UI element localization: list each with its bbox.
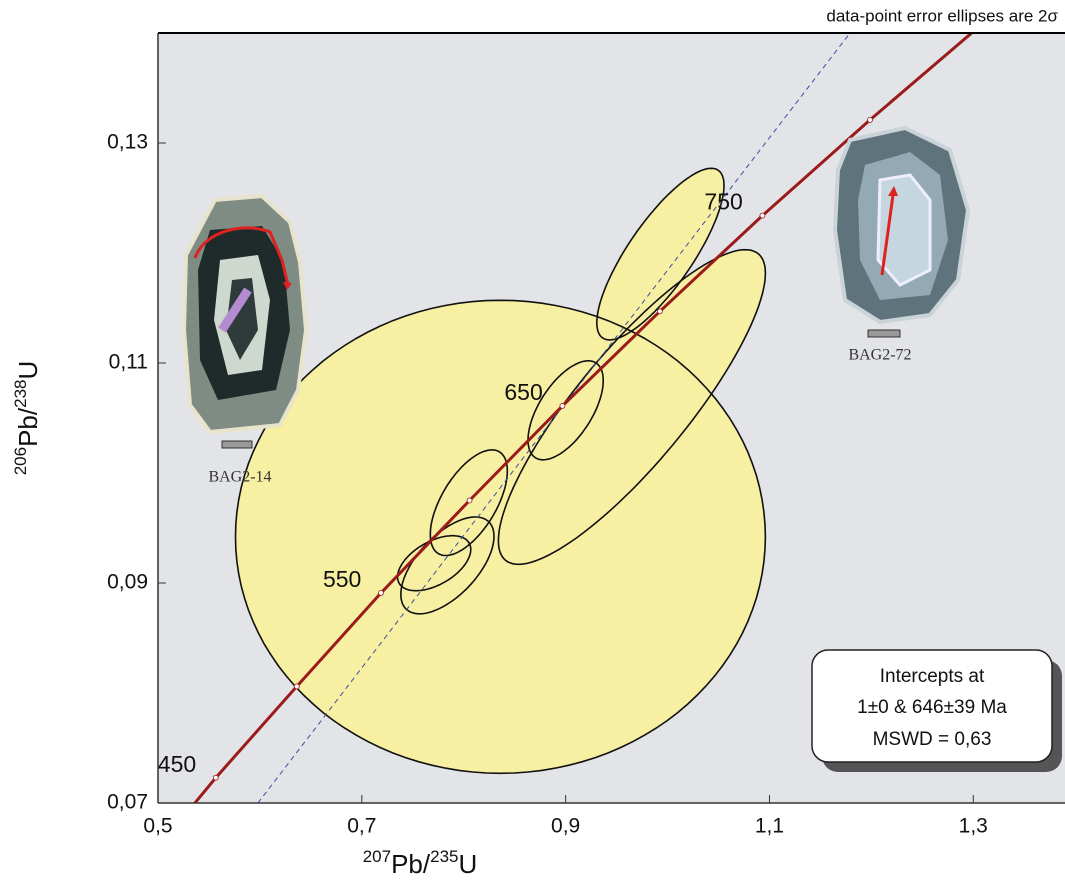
age-marker [138, 867, 143, 872]
grain-label: BAG2-14 [208, 469, 271, 486]
box-line: 1±0 & 646±39 Ma [857, 697, 1007, 718]
age-marker [657, 309, 662, 314]
x-tick-label: 0,5 [143, 815, 172, 838]
label-part: Pb/ [391, 849, 431, 879]
age-marker [560, 403, 565, 408]
age-marker [378, 590, 383, 595]
x-tick-label: 1,3 [959, 815, 988, 838]
x-axis-label: 207Pb/235U [363, 847, 478, 878]
y-tick-label: 0,09 [107, 571, 148, 594]
age-marker [868, 117, 873, 122]
label-part: U [13, 361, 43, 380]
y-tick-label: 0,13 [107, 131, 148, 154]
age-label: 750 [704, 189, 742, 215]
y-tick-label: 0,11 [109, 351, 148, 374]
label-part: 207 [363, 847, 391, 866]
x-tick-label: 0,7 [347, 815, 376, 838]
box-line: Intercepts at [880, 666, 985, 687]
intercept-box: Intercepts at 1±0 & 646±39 Ma MSWD = 0,6… [812, 650, 1062, 772]
age-marker [760, 213, 765, 218]
y-tick-label: 0,07 [107, 791, 148, 814]
age-label: 550 [323, 566, 361, 592]
note: data-point error ellipses are 2σ [826, 6, 1058, 25]
label-part: 235 [430, 847, 458, 866]
box-line: MSWD = 0,63 [873, 729, 992, 750]
label-part: U [459, 849, 478, 879]
label-part: 238 [11, 380, 30, 408]
x-tick-label: 0,9 [551, 815, 580, 838]
x-tick-label: 1,1 [755, 815, 784, 838]
age-label: 450 [158, 751, 196, 777]
chart: 450 550 650 750 data-point error ellipses a… [0, 0, 1065, 885]
age-marker [467, 498, 472, 503]
age-marker [213, 775, 218, 780]
label-part: Pb/ [13, 407, 43, 447]
age-label: 650 [504, 379, 542, 405]
label-part: 206 [11, 447, 30, 475]
age-marker [294, 684, 299, 689]
grain-label: BAG2-72 [848, 347, 911, 364]
y-axis-label: 206Pb/238U [11, 361, 42, 476]
grain-image [184, 196, 306, 448]
